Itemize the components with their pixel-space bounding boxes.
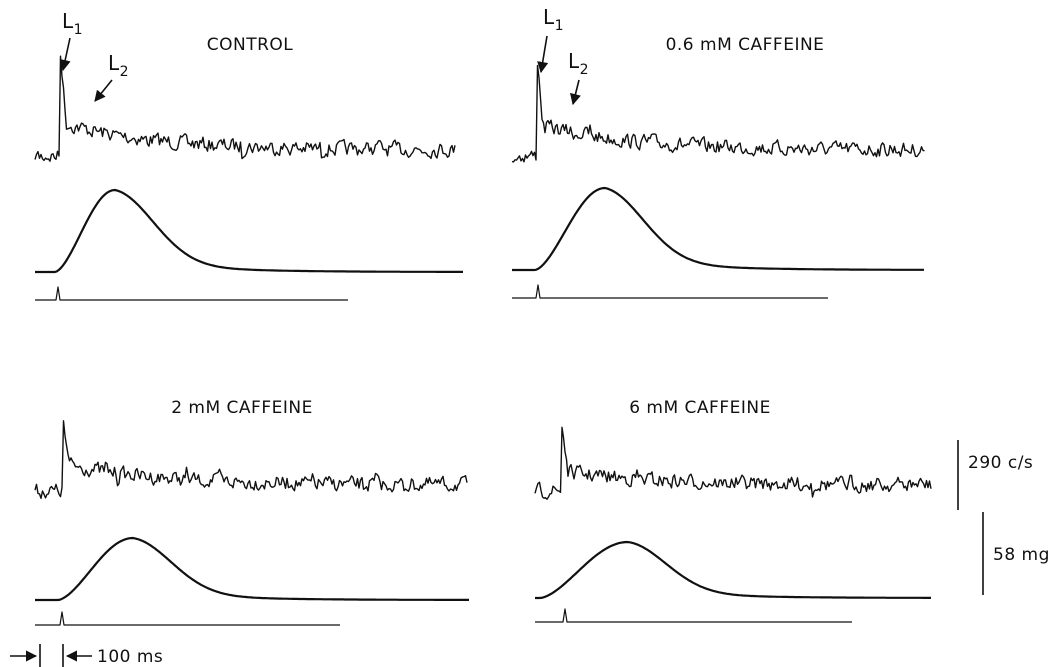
panel-title: CONTROL — [207, 35, 294, 55]
panel-title: 2 mM CAFFEINE — [171, 398, 313, 418]
annotation: L1 — [543, 5, 564, 34]
scale-bar-label: 100 ms — [97, 647, 163, 667]
annotation-arrow — [573, 80, 579, 104]
scale-bar-label: 290 c/s — [968, 453, 1033, 473]
emg-trace — [512, 66, 925, 162]
force-trace — [535, 542, 931, 598]
force-trace — [35, 190, 463, 272]
annotation-arrow — [541, 36, 547, 72]
emg-trace — [535, 427, 931, 499]
annotation-arrow — [63, 38, 70, 70]
annotation: L2 — [568, 49, 589, 78]
force-trace — [512, 188, 924, 270]
annotation-arrow — [95, 80, 112, 101]
stimulus-trace — [35, 287, 348, 300]
panel-title: 6 mM CAFFEINE — [629, 398, 771, 418]
scale-bar-label: 58 mg — [993, 545, 1050, 565]
annotation: L1 — [62, 9, 83, 38]
stimulus-trace — [512, 285, 828, 298]
stimulus-trace — [535, 609, 852, 622]
annotation: L2 — [108, 51, 129, 80]
stimulus-trace — [35, 612, 340, 625]
emg-trace — [35, 421, 467, 499]
panel-title: 0.6 mM CAFFEINE — [666, 35, 825, 55]
force-trace — [35, 538, 469, 600]
emg-trace — [35, 56, 455, 161]
traces — [35, 56, 931, 625]
